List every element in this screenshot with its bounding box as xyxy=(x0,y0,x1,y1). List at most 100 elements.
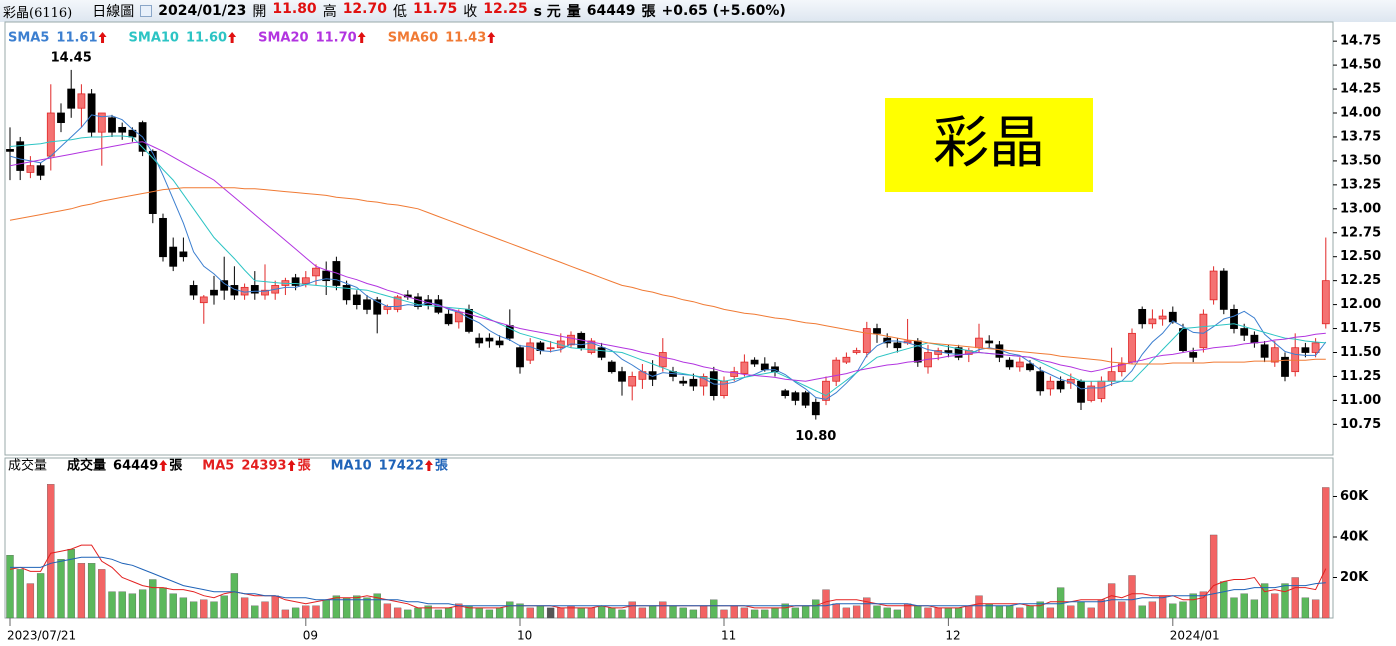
ma-line xyxy=(9,141,1326,382)
candle-body xyxy=(944,350,953,353)
volume-bar xyxy=(883,607,891,619)
y-tick-label: 12.00 xyxy=(1340,297,1381,312)
volume-bar xyxy=(251,605,259,619)
volume-bar xyxy=(485,609,494,619)
volume-bar xyxy=(220,595,228,619)
volume-bar xyxy=(1026,605,1034,619)
candle-body xyxy=(352,294,361,305)
volume-bar xyxy=(261,601,269,619)
candle-body xyxy=(516,347,524,368)
legend-name: MA5 xyxy=(202,459,234,474)
candle-body xyxy=(1199,313,1208,349)
candle-body xyxy=(954,347,963,358)
watermark-box xyxy=(885,98,1093,192)
candle-body xyxy=(1128,332,1136,363)
candle-body xyxy=(1230,308,1238,329)
candle-body xyxy=(1087,385,1096,401)
candle-body xyxy=(363,299,371,310)
volume-bar xyxy=(1199,591,1208,619)
volume-bar xyxy=(781,603,789,619)
candle-body xyxy=(108,117,116,133)
candle-body xyxy=(312,267,320,277)
volume-bar xyxy=(710,599,718,619)
volume-bar xyxy=(36,573,45,619)
field-value: 12.70 xyxy=(342,1,387,17)
volume-bar xyxy=(720,609,728,619)
y-tick-label: 11.75 xyxy=(1340,321,1381,336)
volume-bar xyxy=(1230,597,1238,619)
up-arrow xyxy=(228,32,237,43)
candle-body xyxy=(842,356,851,363)
volume-bar xyxy=(587,607,596,619)
volume-bar xyxy=(699,605,708,619)
candle-body xyxy=(36,165,45,176)
volume-bar xyxy=(138,589,147,619)
volume-bar xyxy=(16,569,24,619)
candle-body xyxy=(618,371,626,382)
candle-body xyxy=(159,217,167,258)
volume-panel xyxy=(4,457,1334,619)
candle-body xyxy=(689,378,698,387)
candle-body xyxy=(148,150,157,214)
volume-bar xyxy=(812,599,820,619)
volume-bar xyxy=(965,605,973,619)
volume-bar xyxy=(536,605,545,619)
watermark: 彩晶 xyxy=(933,111,1045,176)
legend-value: 11.43 xyxy=(445,31,486,46)
candle-body xyxy=(730,371,739,377)
volume-bar xyxy=(1240,593,1248,619)
legend-value: 11.60 xyxy=(186,31,227,46)
candle-body xyxy=(1301,347,1310,353)
volume-bar xyxy=(1128,575,1136,619)
volume-bar xyxy=(210,601,218,619)
volume-bar xyxy=(404,609,412,619)
candle-body xyxy=(526,342,535,361)
y-tick-label: 10.75 xyxy=(1340,417,1381,432)
volume-bar xyxy=(1291,577,1299,619)
candle-body xyxy=(465,308,473,332)
x-tick-label: 2024/01 xyxy=(1170,629,1220,643)
candle-body xyxy=(628,376,637,387)
candle-body xyxy=(1107,371,1116,382)
y-tick-label: 11.00 xyxy=(1340,393,1381,408)
volume-bar xyxy=(149,579,157,619)
price-fields: 開 11.80 高 12.70 低 11.75 收 12.25 xyxy=(252,1,527,21)
candle-body xyxy=(567,334,575,346)
candle-body xyxy=(597,347,606,358)
volume-label: 量 xyxy=(566,4,581,20)
price-unit: s 元 xyxy=(533,4,561,20)
volume-bar xyxy=(1067,605,1075,619)
y-tick-label: 14.25 xyxy=(1340,82,1381,97)
y-tick-label: 12.25 xyxy=(1340,273,1381,288)
legend-value: 11.70 xyxy=(316,31,357,46)
volume-bar xyxy=(57,559,65,619)
candle-body xyxy=(1321,280,1330,325)
candle-body xyxy=(1005,359,1014,368)
y-tick-label: 13.00 xyxy=(1340,201,1381,216)
volume-bar xyxy=(414,607,422,619)
candle-body xyxy=(16,141,25,171)
volume-bar xyxy=(1158,595,1167,619)
candle-body xyxy=(414,296,422,307)
candle-body xyxy=(1056,380,1065,390)
volume-bar xyxy=(1005,605,1014,619)
checkbox[interactable] xyxy=(140,5,153,17)
field-value: 11.75 xyxy=(412,1,458,17)
ma-line xyxy=(10,556,1326,607)
candle-body xyxy=(832,359,841,382)
volume-bar xyxy=(975,595,983,619)
volume-bar xyxy=(495,607,504,619)
candle-body xyxy=(1281,356,1289,377)
volume-bar xyxy=(689,609,698,619)
candle-body xyxy=(913,340,922,363)
legend-value: 17422 xyxy=(379,459,424,474)
ma-line xyxy=(9,187,1326,365)
volume-bar xyxy=(108,591,116,619)
candle-body xyxy=(1270,347,1279,363)
volume-bar xyxy=(526,607,534,619)
change: +0.65 (+5.60%) xyxy=(661,3,786,19)
volume-bar xyxy=(1016,607,1024,619)
volume-bar xyxy=(200,599,208,619)
candle-body xyxy=(1179,328,1187,351)
